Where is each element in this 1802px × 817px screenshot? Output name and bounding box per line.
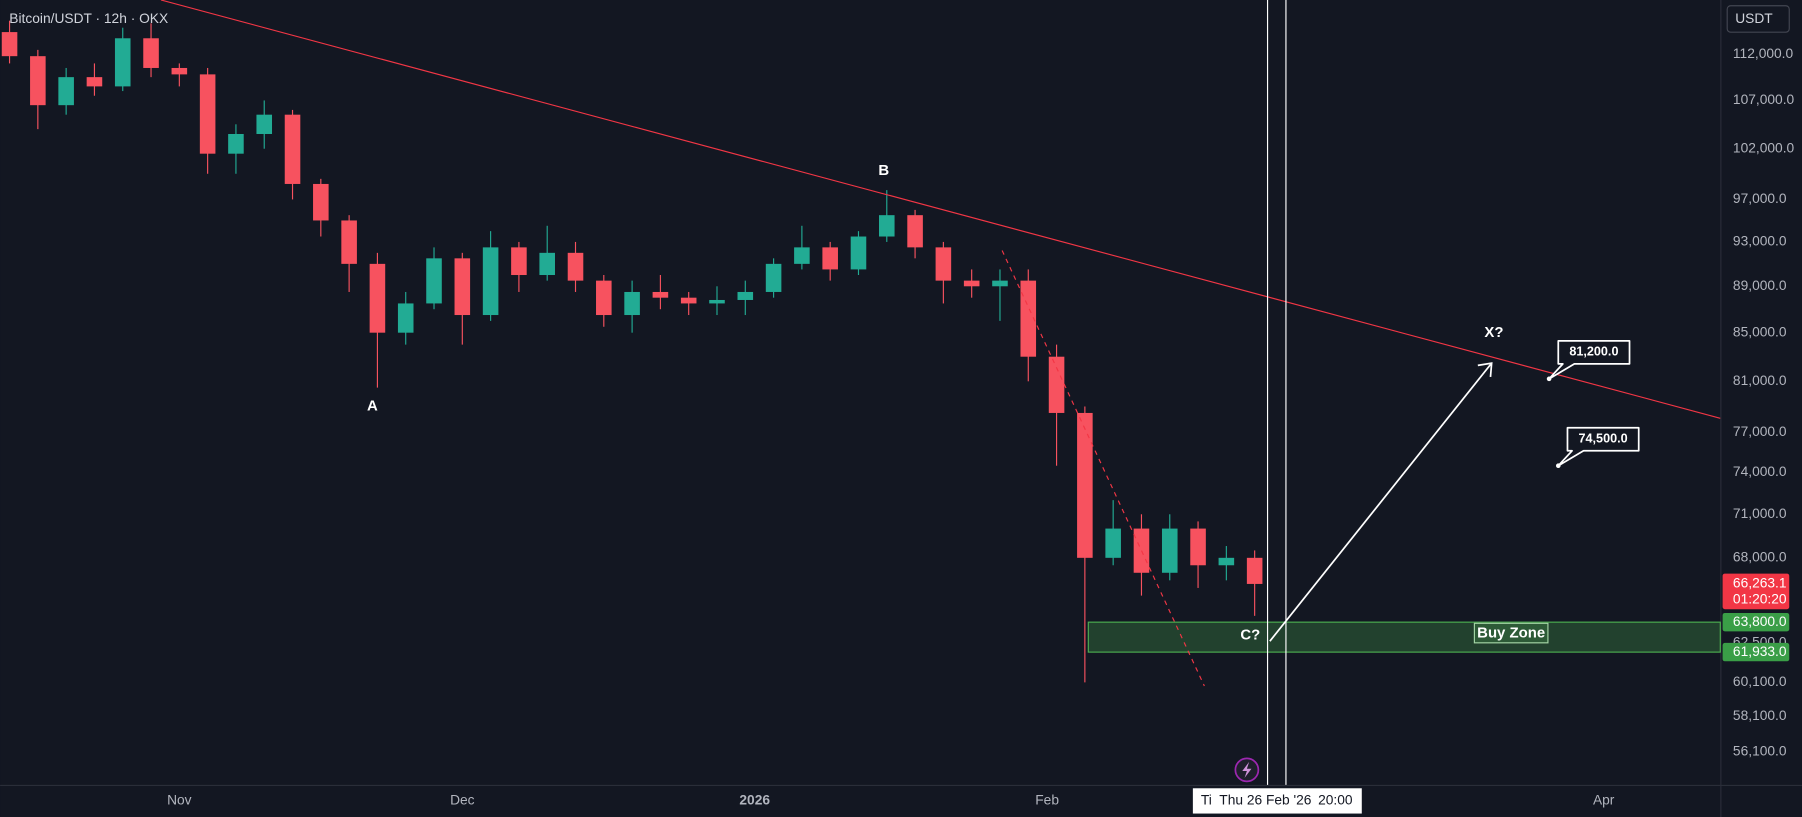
candle-body xyxy=(1190,528,1206,566)
y-tick-label: 85,000.0 xyxy=(1733,324,1787,339)
zone-price-label: 63,800.0 xyxy=(1733,614,1787,629)
last-price-label: 66,263.1 xyxy=(1733,576,1787,591)
candle-body xyxy=(652,291,669,298)
candle-body xyxy=(1161,528,1178,573)
last-price-tag xyxy=(1722,573,1790,610)
y-tick-label: 74,000.0 xyxy=(1733,464,1787,479)
x-tick-label: 2026 xyxy=(739,793,770,808)
plot-area: Buy Zone xyxy=(1,20,1721,683)
candle-body xyxy=(1048,356,1065,413)
candle-body xyxy=(369,263,386,333)
y-tick-label: 107,000.0 xyxy=(1733,92,1795,107)
zone-price-label: 61,933.0 xyxy=(1733,644,1787,659)
callout-label: 74,500.0 xyxy=(1579,432,1628,446)
dashed-trend-line xyxy=(1001,250,1205,687)
crosshair-time-box xyxy=(1192,788,1362,814)
candle-body xyxy=(624,291,640,316)
candle-body xyxy=(539,252,555,276)
callout-label: 81,200.0 xyxy=(1569,345,1618,359)
candle-body xyxy=(596,280,612,316)
y-tick-label: 71,000.0 xyxy=(1733,506,1787,521)
candle-body xyxy=(1246,557,1263,584)
candle-body xyxy=(228,133,244,154)
zone-price-tag xyxy=(1722,612,1790,632)
x-tick-label: Feb xyxy=(1035,793,1059,808)
candle-body xyxy=(256,114,273,134)
crosshair-date: Thu 26 Feb '26 xyxy=(1219,793,1312,808)
candle-body xyxy=(878,215,895,237)
y-tick-label: 89,000.0 xyxy=(1733,278,1787,293)
wave-label: X? xyxy=(1484,324,1503,341)
candle-body xyxy=(567,252,584,281)
candle-body xyxy=(822,247,838,270)
callout-box xyxy=(1548,340,1631,380)
callout-box xyxy=(1557,426,1640,467)
crosshair-prefix: Ti xyxy=(1201,793,1212,808)
drawings xyxy=(160,0,1721,785)
projection-arrow xyxy=(1269,362,1493,642)
y-tick-label: 60,100.0 xyxy=(1733,674,1787,689)
candle-body xyxy=(765,263,782,292)
candle-body xyxy=(992,280,1008,287)
candle-body xyxy=(511,247,527,276)
candle-body xyxy=(171,67,188,75)
y-tick-label: 112,000.0 xyxy=(1733,46,1794,61)
candle-body xyxy=(114,38,131,87)
x-tick-label: Dec xyxy=(450,793,475,808)
y-tick-label: 93,000.0 xyxy=(1733,234,1787,249)
trend-line xyxy=(160,0,1721,419)
candle-body xyxy=(284,114,301,184)
candle-body xyxy=(850,236,867,270)
zone-price-tag xyxy=(1722,642,1790,662)
candle-body xyxy=(1020,280,1037,357)
y-tick-label: 97,000.0 xyxy=(1733,191,1787,206)
candle-body xyxy=(199,74,216,154)
candle-body xyxy=(709,299,725,304)
candle-body xyxy=(313,183,329,221)
wave-label: B xyxy=(878,162,889,179)
candle-body xyxy=(1077,412,1093,558)
candle-body xyxy=(794,247,810,264)
y-tick-label: 102,000.0 xyxy=(1733,140,1795,155)
y-tick-label: 68,000.0 xyxy=(1733,549,1787,564)
candle-body xyxy=(963,280,980,287)
y-tick-label: 58,100.0 xyxy=(1733,708,1787,723)
x-tick-label: Nov xyxy=(167,793,192,808)
buy-zone xyxy=(1087,621,1721,653)
buy-zone-label-box xyxy=(1473,622,1549,644)
candle-body xyxy=(1,32,18,57)
lightning-icon xyxy=(1242,761,1252,778)
candle-body xyxy=(737,291,754,300)
candle-body xyxy=(680,297,697,304)
candle-body xyxy=(58,77,74,106)
candle-body xyxy=(426,258,442,304)
candle-body xyxy=(341,220,357,264)
arrow-head xyxy=(1477,362,1493,377)
x-tick-label: Apr xyxy=(1593,793,1615,808)
candle-body xyxy=(397,303,414,333)
chart-title: Bitcoin/USDT · 12h · OKX xyxy=(9,11,168,26)
candle-body xyxy=(907,215,923,248)
countdown-label: 01:20:20 xyxy=(1733,592,1787,607)
currency: USDT xyxy=(1735,11,1773,26)
candle-body xyxy=(1218,557,1235,566)
candle-body xyxy=(454,258,471,316)
candle-body xyxy=(143,38,159,68)
y-tick-label: 81,000.0 xyxy=(1733,373,1787,388)
wave-label: C? xyxy=(1240,626,1260,643)
candle-body xyxy=(1105,528,1121,558)
candle-body xyxy=(86,77,103,87)
currency-box[interactable] xyxy=(1726,5,1790,33)
crosshair-time: 20:00 xyxy=(1318,793,1353,808)
candle-body xyxy=(935,247,952,281)
y-tick-label: 77,000.0 xyxy=(1733,424,1787,439)
candle-body xyxy=(30,56,46,106)
buy-zone-label: Buy Zone xyxy=(1477,625,1545,642)
y-tick-label: 56,100.0 xyxy=(1733,744,1787,759)
candle-body xyxy=(482,247,499,316)
wave-label: A xyxy=(367,398,378,415)
